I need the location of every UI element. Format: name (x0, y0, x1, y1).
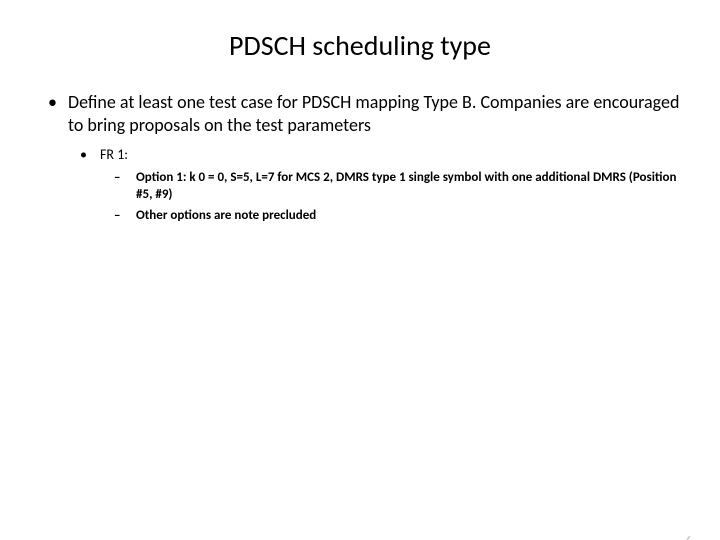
bullet-marker-l3: – (112, 208, 136, 225)
bullet-text-l1: Define at least one test case for PDSCH … (68, 91, 680, 138)
bullet-text-l3: Other options are note precluded (136, 208, 316, 225)
bullet-text-l2: FR 1: (100, 146, 128, 164)
bullet-marker-l2: • (76, 146, 100, 164)
bullet-level-3: – Other options are note precluded (112, 208, 680, 225)
bullet-marker-l1: • (40, 91, 68, 138)
bullet-text-l3: Option 1: k 0 = 0, S=5, L=7 for MCS 2, D… (136, 170, 680, 204)
slide: PDSCH scheduling type • Define at least … (0, 28, 720, 540)
bullet-level-1: • Define at least one test case for PDSC… (40, 91, 680, 138)
bullet-level-3: – Option 1: k 0 = 0, S=5, L=7 for MCS 2,… (112, 170, 680, 204)
slide-title: PDSCH scheduling type (0, 28, 720, 63)
bullet-marker-l3: – (112, 170, 136, 204)
slide-content: • Define at least one test case for PDSC… (0, 91, 720, 225)
page-number: 6 (685, 533, 692, 540)
bullet-level-2: • FR 1: (76, 146, 680, 164)
